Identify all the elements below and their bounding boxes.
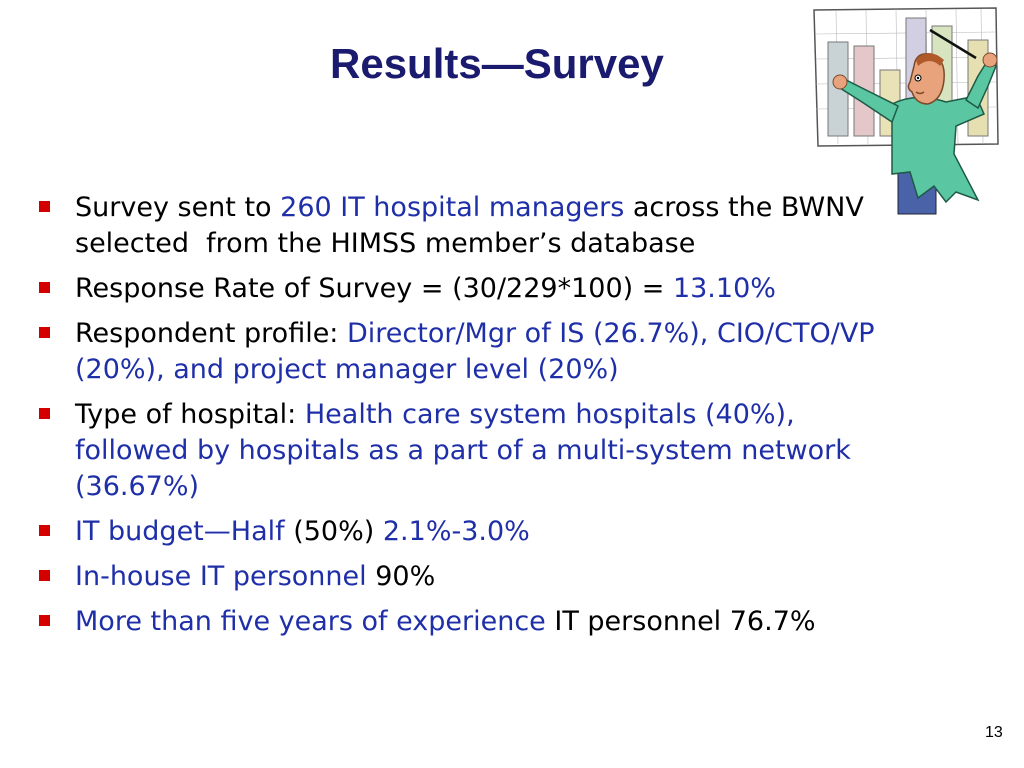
bullet-marker-icon	[39, 525, 50, 536]
bullet-inhouse-personnel: In-house IT personnel 90%	[38, 559, 908, 595]
bullet-marker-icon	[39, 327, 50, 338]
bullet-type-of-hospital: Type of hospital: Health care system hos…	[38, 397, 908, 505]
slide-title: Results—Survey	[330, 40, 664, 87]
bullet-list: Survey sent to 260 IT hospital managers …	[38, 190, 908, 649]
bullet-marker-icon	[39, 615, 50, 626]
man-pointing-at-chart-illustration	[813, 7, 999, 215]
bullet-marker-icon	[39, 282, 50, 293]
bullet-marker-icon	[39, 408, 50, 419]
bullet-marker-icon	[39, 570, 50, 581]
bullet-response-rate: Response Rate of Survey = (30/229*100) =…	[38, 271, 908, 307]
bullet-survey-sent: Survey sent to 260 IT hospital managers …	[38, 190, 908, 262]
bullet-experience: More than five years of experience IT pe…	[38, 604, 908, 640]
bullet-it-budget: IT budget—Half (50%) 2.1%-3.0%	[38, 514, 908, 550]
bullet-marker-icon	[39, 201, 50, 212]
bullet-respondent-profile: Respondent profile: Director/Mgr of IS (…	[38, 316, 908, 388]
page-number: 13	[985, 724, 1003, 741]
